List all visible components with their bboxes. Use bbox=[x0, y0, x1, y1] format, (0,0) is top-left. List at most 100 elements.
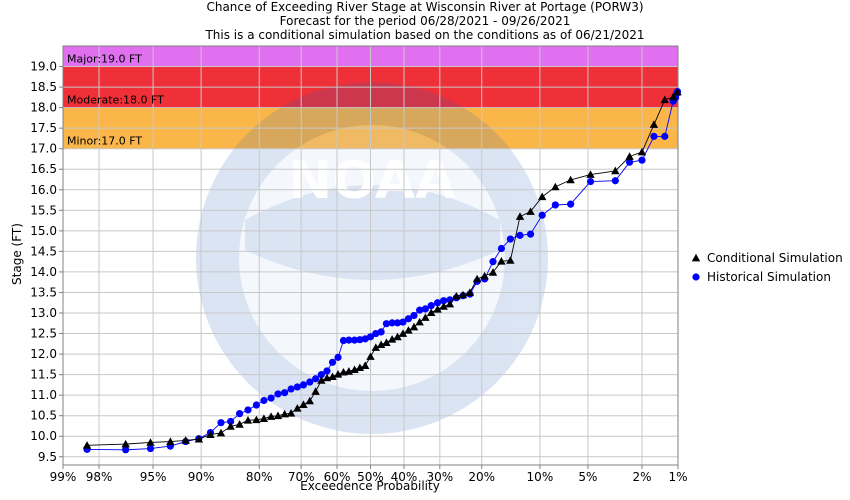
data-point bbox=[339, 336, 348, 345]
data-point bbox=[243, 416, 253, 424]
data-point bbox=[516, 231, 524, 239]
data-point bbox=[360, 361, 370, 369]
data-point bbox=[638, 156, 646, 164]
data-point bbox=[416, 306, 424, 314]
data-point bbox=[280, 409, 289, 418]
data-point bbox=[421, 313, 430, 321]
data-point bbox=[305, 396, 314, 405]
data-point bbox=[506, 256, 515, 264]
y-tick-label: 15.5 bbox=[30, 203, 57, 217]
x-tick-label: 40% bbox=[391, 470, 418, 484]
legend-item: Conditional Simulation bbox=[691, 251, 843, 265]
data-point bbox=[387, 335, 397, 343]
data-point bbox=[227, 417, 235, 426]
series-layer bbox=[82, 87, 682, 454]
data-point bbox=[317, 376, 326, 384]
data-point bbox=[427, 302, 435, 310]
data-point bbox=[286, 409, 296, 417]
data-point bbox=[306, 378, 314, 386]
svg-text:NOAA: NOAA bbox=[289, 151, 456, 211]
data-point bbox=[526, 230, 535, 238]
data-point bbox=[334, 353, 342, 361]
x-tick-label: 30% bbox=[426, 470, 453, 484]
data-point bbox=[356, 336, 364, 344]
y-axis-ticks: 9.5 10.0 10.5 11.0 11.5 12.0 12.5 13.0 13.5 14.0 1… bbox=[30, 60, 63, 464]
chart-note: This is a conditional simulation based o… bbox=[205, 28, 645, 42]
x-tick-label: 20% bbox=[468, 470, 495, 484]
data-point bbox=[287, 385, 295, 393]
data-point bbox=[497, 244, 506, 253]
data-point bbox=[393, 332, 402, 341]
y-tick-label: 16.0 bbox=[30, 183, 57, 197]
data-point bbox=[472, 274, 482, 283]
data-point bbox=[274, 390, 282, 398]
y-tick-label: 12.5 bbox=[30, 327, 57, 341]
data-point bbox=[506, 235, 514, 243]
data-point bbox=[328, 358, 337, 366]
data-point bbox=[121, 439, 130, 448]
data-point bbox=[433, 299, 442, 307]
data-point bbox=[625, 158, 634, 166]
data-point bbox=[393, 319, 402, 327]
data-point bbox=[293, 404, 302, 412]
data-point bbox=[366, 333, 375, 341]
y-tick-label: 12.0 bbox=[30, 347, 57, 361]
data-point bbox=[586, 177, 595, 186]
data-point bbox=[333, 370, 343, 378]
data-point bbox=[515, 212, 525, 220]
x-tick-label: 2% bbox=[632, 470, 651, 484]
data-point bbox=[566, 175, 575, 184]
x-tick-label: 50% bbox=[357, 470, 384, 484]
y-tick-label: 9.5 bbox=[38, 450, 57, 464]
data-point bbox=[312, 375, 320, 383]
data-point bbox=[415, 317, 424, 326]
data-point bbox=[350, 336, 359, 344]
data-point bbox=[625, 152, 634, 160]
x-tick-label: 5% bbox=[578, 470, 597, 484]
legend-label: Conditional Simulation bbox=[707, 251, 843, 265]
x-tick-label: 70% bbox=[288, 470, 315, 484]
data-point bbox=[259, 414, 269, 422]
data-point bbox=[382, 320, 391, 328]
x-tick-label: 1% bbox=[668, 470, 687, 484]
x-tick-label: 95% bbox=[140, 470, 167, 484]
data-point bbox=[166, 437, 175, 445]
data-point bbox=[146, 438, 155, 446]
y-tick-label: 17.0 bbox=[30, 142, 57, 156]
flood-band-label: Moderate:18.0 FT bbox=[67, 94, 164, 107]
legend: Conditional Simulation Historical Simulat… bbox=[691, 251, 843, 284]
noaa-watermark: NOAA bbox=[196, 82, 548, 434]
y-tick-label: 15.0 bbox=[30, 224, 57, 238]
data-point bbox=[122, 446, 130, 454]
triangle-marker-icon bbox=[691, 253, 701, 262]
data-point bbox=[586, 170, 595, 178]
legend-label: Historical Simulation bbox=[707, 270, 831, 284]
data-point bbox=[497, 257, 506, 265]
flood-band-label: Major:19.0 FT bbox=[67, 53, 142, 66]
data-point bbox=[439, 302, 448, 310]
data-point bbox=[355, 363, 365, 372]
x-tick-label: 98% bbox=[86, 470, 113, 484]
grid-lines bbox=[63, 46, 678, 465]
y-tick-label: 19.0 bbox=[30, 60, 57, 74]
data-point bbox=[345, 336, 353, 344]
y-tick-label: 18.5 bbox=[30, 80, 57, 94]
data-point bbox=[376, 340, 386, 349]
data-point bbox=[235, 420, 244, 428]
data-point bbox=[260, 396, 268, 405]
y-tick-label: 14.0 bbox=[30, 265, 57, 279]
data-point bbox=[673, 87, 682, 96]
y-tick-label: 16.5 bbox=[30, 162, 57, 176]
data-point bbox=[526, 207, 535, 215]
data-point bbox=[252, 415, 261, 424]
chart-title: Chance of Exceeding River Stage at Wisco… bbox=[206, 0, 644, 14]
data-point bbox=[181, 436, 190, 444]
data-point bbox=[611, 177, 619, 185]
data-point bbox=[458, 290, 468, 299]
data-point bbox=[388, 319, 396, 327]
data-point bbox=[398, 329, 408, 337]
data-point bbox=[382, 338, 391, 346]
data-point bbox=[281, 389, 289, 397]
